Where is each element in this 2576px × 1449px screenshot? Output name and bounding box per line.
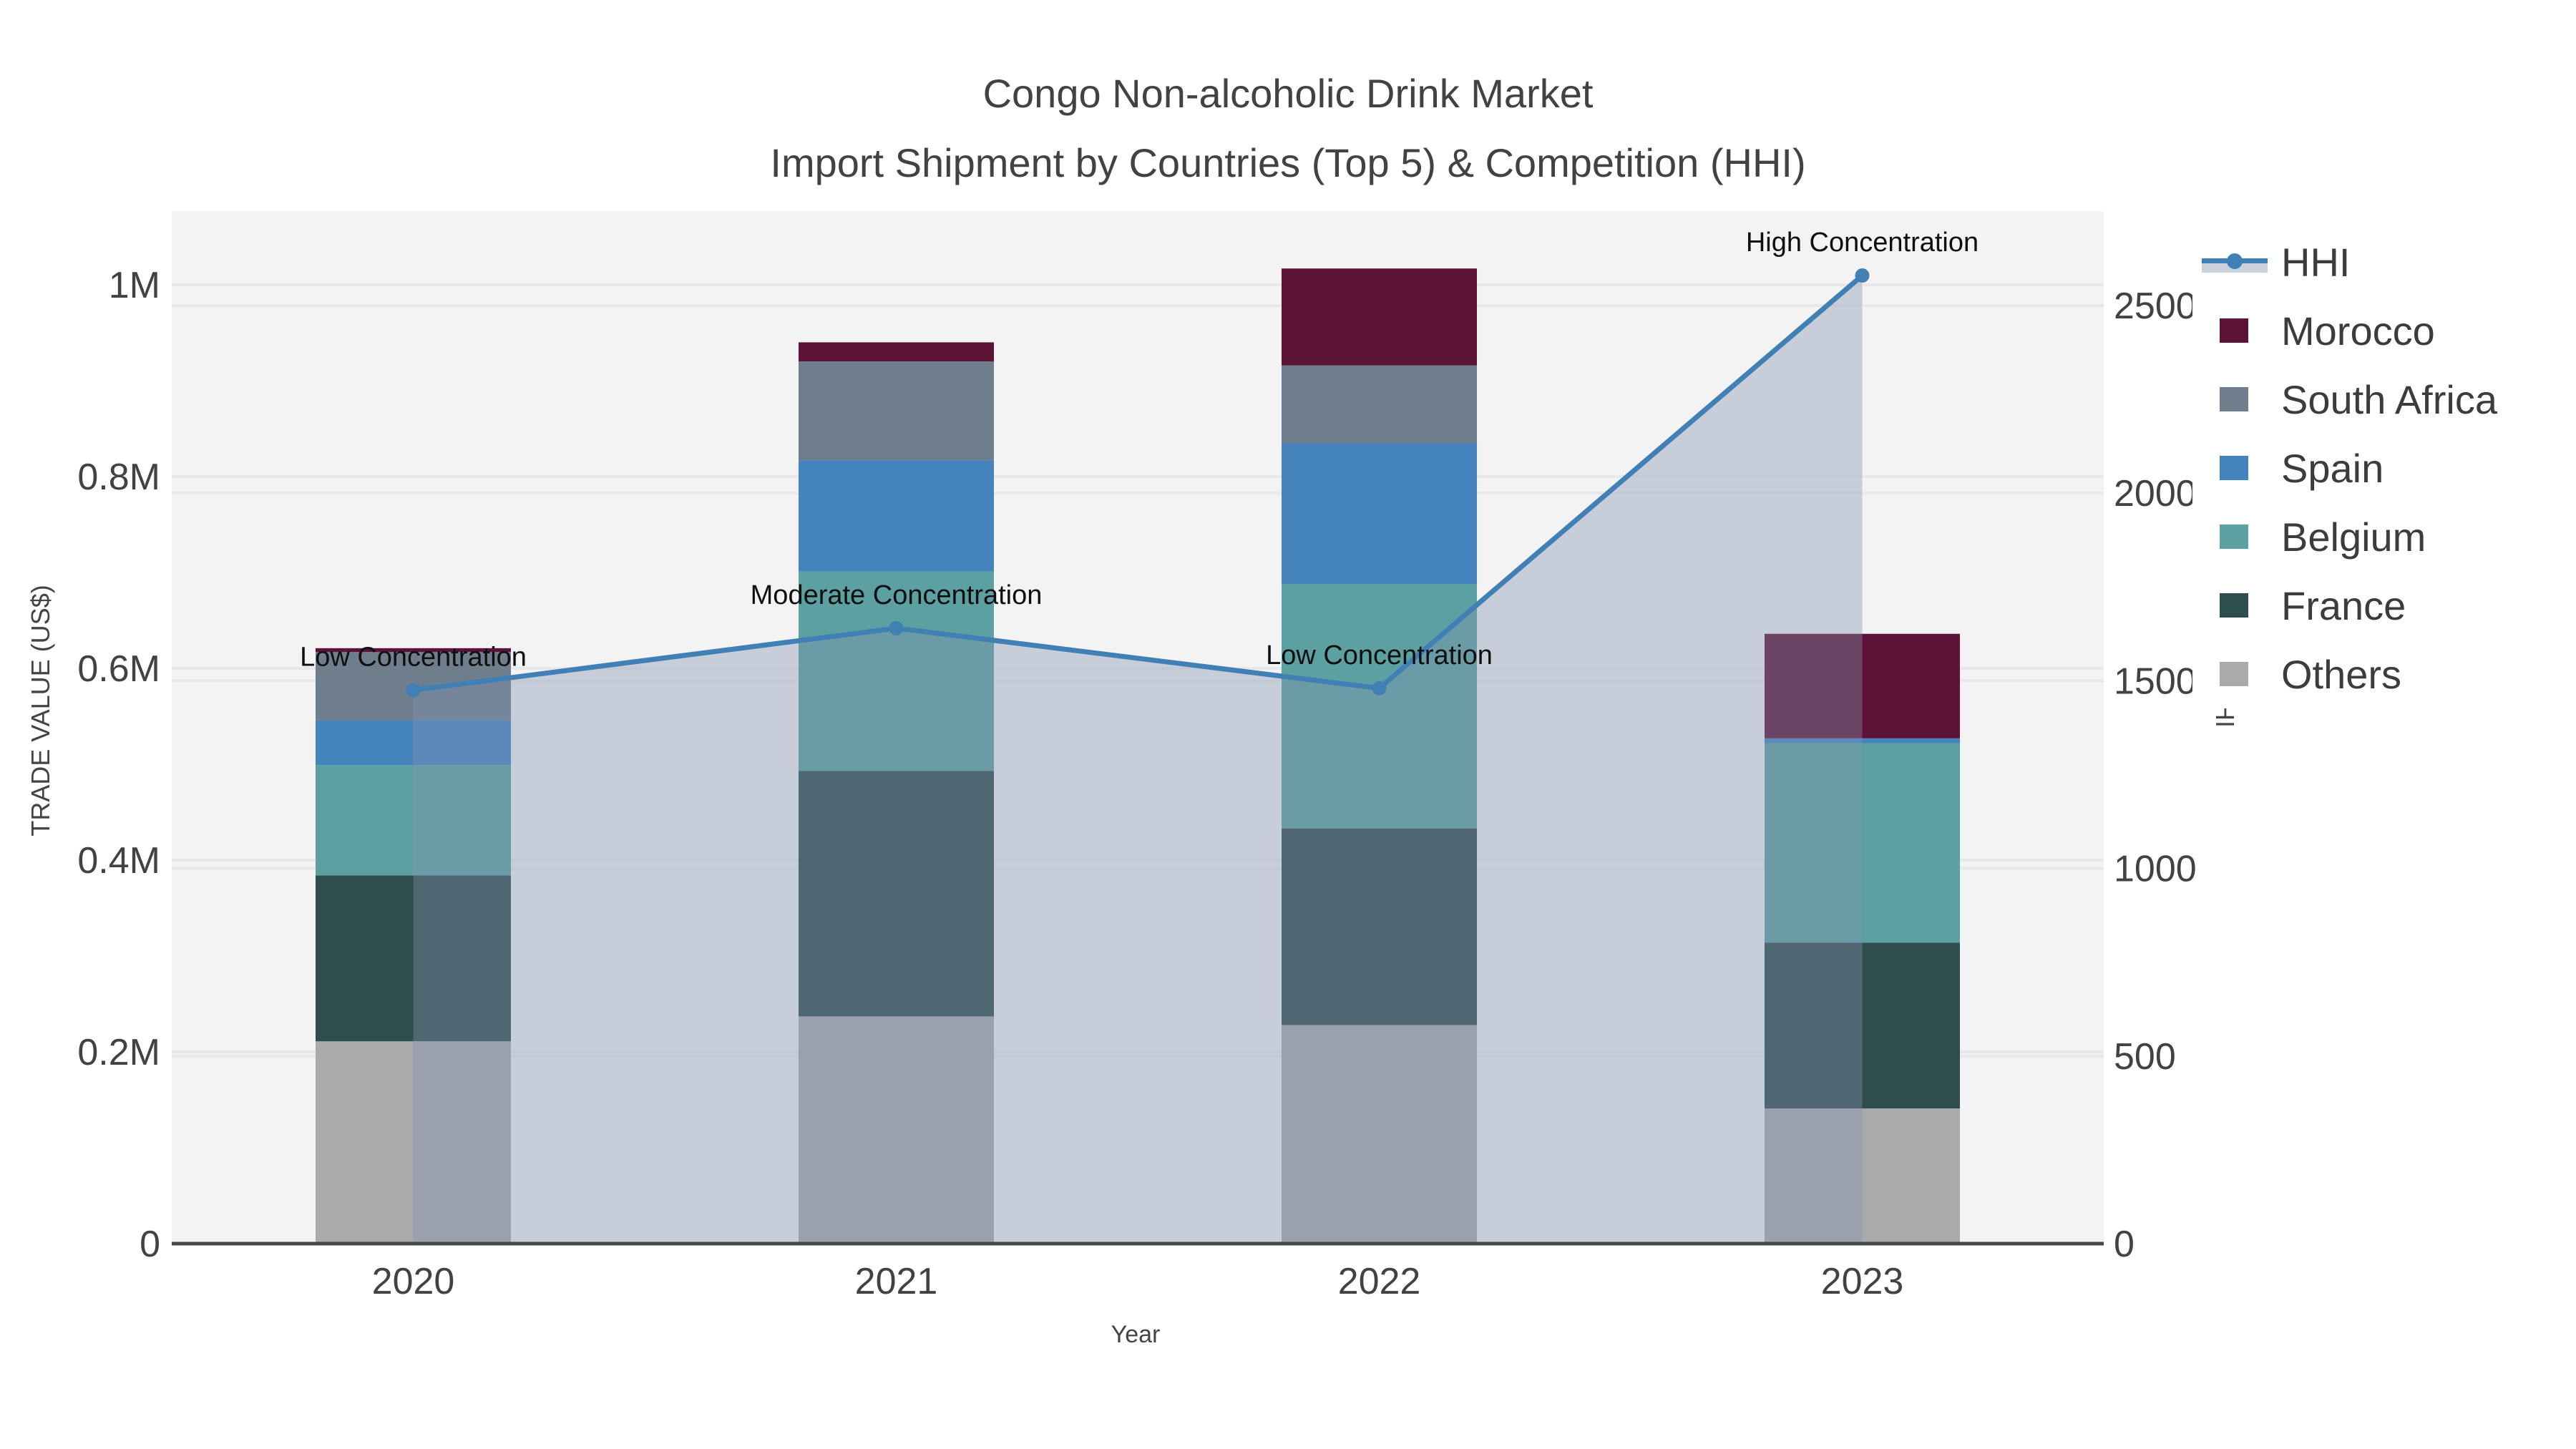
x-tick-label-2022: 2022 bbox=[1338, 1261, 1421, 1302]
bar-segment-belgium-2023[interactable] bbox=[1765, 743, 1960, 943]
bar-segment-morocco-2021[interactable] bbox=[799, 342, 994, 362]
chart-title-line1: Congo Non-alcoholic Drink Market bbox=[982, 71, 1594, 116]
legend: HHI Morocco South Africa Spain Belgium France… bbox=[2192, 228, 2576, 708]
bar-segment-south-africa-2021[interactable] bbox=[799, 361, 994, 461]
x-tick-label-2023: 2023 bbox=[1821, 1261, 1904, 1302]
hhi-marker-2021[interactable] bbox=[889, 620, 904, 635]
bar-segment-others-2022[interactable] bbox=[1282, 1025, 1477, 1244]
y-left-tick-label-0.2M: 0.2M bbox=[77, 1032, 160, 1073]
x-tick-label-2020: 2020 bbox=[372, 1261, 455, 1302]
hhi-line-swatch-icon bbox=[2192, 228, 2281, 296]
bar-segment-others-2020[interactable] bbox=[316, 1041, 511, 1244]
bar-segment-spain-2023[interactable] bbox=[1765, 738, 1960, 743]
legend-label-belgium: Belgium bbox=[2281, 514, 2426, 560]
hhi-marker-2023[interactable] bbox=[1855, 268, 1870, 283]
legend-label-france: France bbox=[2281, 582, 2406, 628]
y-left-tick-label-1M: 1M bbox=[109, 265, 160, 306]
chart-title-line2: Import Shipment by Countries (Top 5) & C… bbox=[770, 140, 1806, 185]
annotation-2022: Low Concentration bbox=[1266, 640, 1493, 670]
legend-label-morocco: Morocco bbox=[2281, 308, 2435, 353]
y-right-tick-label-1000: 1000 bbox=[2114, 849, 2197, 890]
y-right-tick-label-2000: 2000 bbox=[2114, 473, 2197, 514]
hhi-marker-2020[interactable] bbox=[406, 683, 421, 698]
legend-color-swatch-icon bbox=[2192, 571, 2281, 640]
legend-color-swatch-icon bbox=[2192, 640, 2281, 708]
bar-segment-france-2020[interactable] bbox=[316, 875, 511, 1042]
y-left-tick-label-0.6M: 0.6M bbox=[77, 648, 160, 690]
bar-segment-france-2022[interactable] bbox=[1282, 828, 1477, 1025]
bar-segment-belgium-2021[interactable] bbox=[799, 571, 994, 771]
y-axis-title-left: TRADE VALUE (US$) bbox=[26, 585, 55, 836]
bar-segment-belgium-2022[interactable] bbox=[1282, 584, 1477, 829]
legend-item-france[interactable]: France bbox=[2192, 571, 2576, 640]
y-right-tick-label-1500: 1500 bbox=[2114, 660, 2197, 702]
legend-label-hhi: HHI bbox=[2281, 239, 2351, 285]
legend-color-swatch-icon bbox=[2192, 434, 2281, 502]
legend-label-others: Others bbox=[2281, 651, 2402, 697]
legend-color-swatch-icon bbox=[2192, 296, 2281, 365]
hhi-line bbox=[413, 273, 1864, 693]
annotation-2021: Moderate Concentration bbox=[751, 580, 1043, 610]
legend-item-belgium[interactable]: Belgium bbox=[2192, 502, 2576, 571]
y-left-tick-label-0: 0 bbox=[140, 1224, 160, 1265]
y-right-tick-label-500: 500 bbox=[2114, 1036, 2176, 1078]
legend-item-morocco[interactable]: Morocco bbox=[2192, 296, 2576, 365]
bar-segment-others-2023[interactable] bbox=[1765, 1108, 1960, 1244]
legend-color-swatch-icon bbox=[2192, 502, 2281, 571]
legend-item-south-africa[interactable]: South Africa bbox=[2192, 365, 2576, 434]
legend-item-hhi[interactable]: HHI bbox=[2192, 228, 2576, 296]
chart-title: Congo Non-alcoholic Drink Market Import … bbox=[0, 59, 2576, 197]
bar-segment-spain-2022[interactable] bbox=[1282, 443, 1477, 585]
y-left-tick-label-0.8M: 0.8M bbox=[77, 457, 160, 498]
bar-segment-morocco-2020[interactable] bbox=[316, 648, 511, 653]
legend-item-spain[interactable]: Spain bbox=[2192, 434, 2576, 502]
x-axis-title: Year bbox=[1111, 1321, 1161, 1348]
bar-segment-spain-2021[interactable] bbox=[799, 460, 994, 572]
legend-color-swatch-icon bbox=[2192, 365, 2281, 434]
legend-label-spain: Spain bbox=[2281, 445, 2384, 491]
bar-segment-others-2021[interactable] bbox=[799, 1016, 994, 1244]
bar-segment-france-2023[interactable] bbox=[1765, 942, 1960, 1109]
bar-segment-morocco-2023[interactable] bbox=[1765, 633, 1960, 738]
legend-label-south-africa: South Africa bbox=[2281, 376, 2497, 422]
hhi-area-fill bbox=[413, 275, 1863, 1244]
annotation-2020: Low Concentration bbox=[300, 643, 527, 673]
bar-segment-spain-2020[interactable] bbox=[316, 720, 511, 766]
annotation-2023: High Concentration bbox=[1746, 228, 1979, 258]
x-tick-label-2021: 2021 bbox=[855, 1261, 938, 1302]
y-left-tick-label-0.4M: 0.4M bbox=[77, 840, 160, 882]
bar-segment-south-africa-2022[interactable] bbox=[1282, 365, 1477, 444]
y-right-tick-label-2500: 2500 bbox=[2114, 286, 2197, 327]
bar-segment-belgium-2020[interactable] bbox=[316, 765, 511, 876]
y-right-tick-label-0: 0 bbox=[2114, 1224, 2135, 1265]
hhi-marker-2022[interactable] bbox=[1372, 680, 1387, 696]
legend-item-others[interactable]: Others bbox=[2192, 640, 2576, 708]
bar-segment-morocco-2022[interactable] bbox=[1282, 268, 1477, 366]
bar-segment-france-2021[interactable] bbox=[799, 771, 994, 1017]
